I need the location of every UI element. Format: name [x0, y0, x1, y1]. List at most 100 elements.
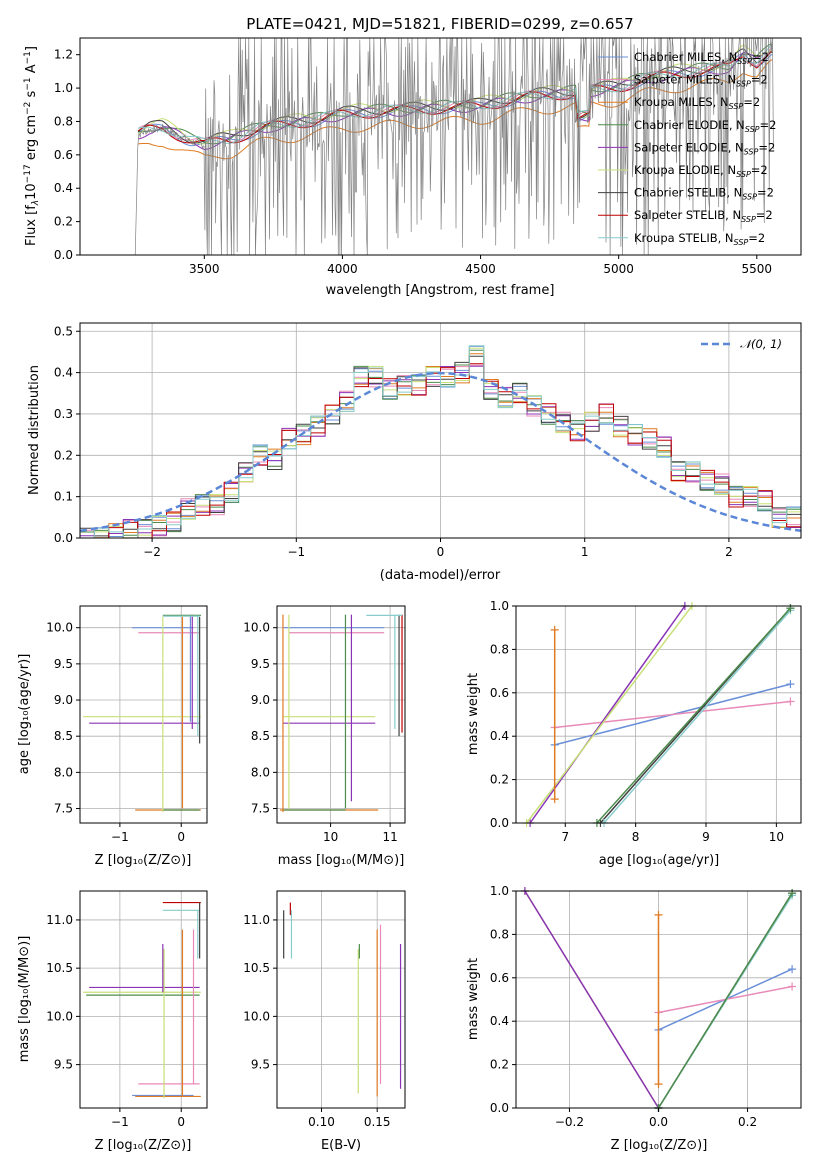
- residual-histogram-step: [80, 345, 801, 539]
- z-weight-plot: −0.2 0.0 0.2 0.0 0.2 0.4 0.6 0.8 1.0: [490, 884, 802, 1129]
- residual-histogram: −2 −1 0 1 2 0.0 0.1 0.2 0.3 0.4 0.5 𝒩(0, 1): [54, 322, 802, 559]
- y-tick-label: 9.5: [54, 1058, 73, 1072]
- spectrum-plot: 3500 4000 4500 5000 5500 0.0 0.2 0.4 0.6 0.8 1.0 1.…: [54, 36, 802, 276]
- mass-age-xlabel: mass [log₁₀(M/M⊙)]: [278, 853, 405, 868]
- y-tick-label: 10.0: [46, 621, 73, 635]
- y-tick-label: 1.2: [54, 48, 73, 62]
- x-tick-label: 0.0: [649, 1115, 668, 1129]
- x-tick-label: 9: [702, 830, 710, 844]
- x-tick-label: −1: [111, 830, 129, 844]
- x-tick-label: 4000: [327, 262, 358, 276]
- y-tick-label: 9.0: [251, 693, 270, 707]
- y-tick-label: 1.0: [54, 81, 73, 95]
- x-tick-label: 5500: [742, 262, 773, 276]
- y-tick-label: 0.0: [54, 531, 73, 545]
- y-tick-label: 0.2: [490, 773, 509, 787]
- x-tick-label: 0: [437, 545, 445, 559]
- z-weight-xlabel: Z [log₁₀(Z/Z⊙)]: [611, 1138, 708, 1153]
- normal-distribution-curve: [79, 371, 802, 533]
- legend-label: Salpeter ELODIE, NSSP=2: [634, 140, 775, 156]
- x-tick-label: −1: [287, 545, 305, 559]
- mass-weight-marker: [654, 910, 663, 919]
- y-tick-label: 8.5: [251, 729, 270, 743]
- z-mass-ylabel: mass [log₁₀(M/M⊙)]: [17, 936, 32, 1063]
- legend-label: Kroupa ELODIE, NSSP=2: [634, 163, 768, 179]
- x-tick-label: 0: [177, 830, 185, 844]
- normal-legend-label: 𝒩(0, 1): [740, 337, 782, 351]
- y-tick-label: 10.0: [243, 621, 270, 635]
- y-tick-label: 9.5: [251, 657, 270, 671]
- mass-weight-marker: [550, 625, 559, 634]
- ebv-mass-plot: 0.10 0.15 9.5 10.0 10.5 11.0: [243, 890, 406, 1129]
- mass-weight-line: [524, 890, 660, 1109]
- mass-weight-line: [596, 607, 792, 824]
- y-tick-label: 8.5: [54, 729, 73, 743]
- z-age-ylabel: age [log₁₀(age/yr)]: [17, 654, 32, 775]
- y-tick-label: 11.0: [46, 913, 73, 927]
- x-tick-label: 0: [177, 1115, 185, 1129]
- mass-weight-line: [554, 700, 791, 729]
- residual-histogram-step: [80, 363, 801, 539]
- y-tick-label: 0.8: [490, 927, 509, 941]
- y-tick-label: 0.2: [490, 1058, 509, 1072]
- y-tick-label: 0.8: [490, 642, 509, 656]
- x-tick-label: 0.2: [738, 1115, 757, 1129]
- y-tick-label: 7.5: [54, 802, 73, 816]
- ebv-mass-frame: [276, 890, 406, 1109]
- mass-weight-line: [529, 605, 686, 824]
- mass-weight-marker: [654, 1080, 663, 1089]
- z-weight-ylabel: mass weight: [466, 958, 481, 1040]
- y-tick-label: 0.8: [54, 114, 73, 128]
- y-tick-label: 8.0: [54, 765, 73, 779]
- y-tick-label: 9.5: [54, 657, 73, 671]
- y-tick-label: 0.6: [490, 971, 509, 985]
- mass-weight-marker: [788, 965, 797, 974]
- mass-age-frame: [276, 605, 406, 824]
- spectrum-frame: [79, 37, 802, 256]
- x-tick-label: −2: [143, 545, 161, 559]
- y-tick-label: 9.0: [54, 693, 73, 707]
- mass-weight-marker: [786, 697, 795, 706]
- mass-weight-marker: [788, 982, 797, 991]
- y-tick-label: 0.5: [54, 324, 73, 338]
- y-tick-label: 8.0: [251, 765, 270, 779]
- spectrum-title: PLATE=0421, MJD=51821, FIBERID=0299, z=0…: [246, 15, 633, 33]
- legend-label: Salpeter STELIB, NSSP=2: [634, 208, 773, 224]
- y-tick-label: 0.4: [54, 181, 73, 195]
- spectrum-legend: Chabrier MILES, NSSP=2 Salpeter MILES, NS…: [598, 50, 776, 247]
- z-mass-frame: [79, 890, 208, 1109]
- age-weight-ylabel: mass weight: [466, 673, 481, 755]
- legend-label: Kroupa MILES, NSSP=2: [634, 95, 760, 111]
- x-tick-label: 5000: [603, 262, 634, 276]
- histogram-legend: 𝒩(0, 1): [701, 337, 782, 351]
- z-age-plot: −1 0 7.5 8.0 8.5 9.0 9.5 10.0: [46, 605, 208, 844]
- mass-weight-marker: [788, 889, 797, 898]
- mass-weight-line: [657, 892, 793, 1109]
- ebv-mass-xlabel: E(B-V): [321, 1138, 361, 1153]
- y-tick-label: 0.1: [54, 490, 73, 504]
- y-tick-label: 0.4: [490, 1014, 509, 1028]
- y-tick-label: 0.4: [54, 366, 73, 380]
- x-tick-label: 0.15: [364, 1115, 391, 1129]
- z-age-frame: [79, 605, 208, 824]
- y-tick-label: 9.5: [251, 1058, 270, 1072]
- x-tick-label: 8: [632, 830, 640, 844]
- histogram-xlabel: (data-model)/error: [380, 568, 501, 583]
- x-tick-label: 2: [725, 545, 733, 559]
- y-tick-label: 10.0: [243, 1009, 270, 1023]
- y-tick-label: 10.5: [243, 961, 270, 975]
- mass-weight-marker: [550, 795, 559, 804]
- y-tick-label: 0.0: [490, 1101, 509, 1115]
- legend-label: Chabrier ELODIE, NSSP=2: [634, 118, 776, 134]
- x-tick-label: −0.2: [555, 1115, 584, 1129]
- y-tick-label: 7.5: [251, 802, 270, 816]
- z-mass-xlabel: Z [log₁₀(Z/Z⊙)]: [95, 1138, 192, 1153]
- y-tick-label: 0.2: [54, 215, 73, 229]
- age-weight-plot: 7 8 9 10 0.0 0.2 0.4 0.6 0.8 1.0: [490, 599, 802, 844]
- z-age-xlabel: Z [log₁₀(Z/Z⊙)]: [95, 853, 192, 868]
- x-tick-label: 4500: [465, 262, 496, 276]
- age-weight-frame: [515, 605, 802, 824]
- x-tick-label: 7: [561, 830, 569, 844]
- y-tick-label: 10.5: [46, 961, 73, 975]
